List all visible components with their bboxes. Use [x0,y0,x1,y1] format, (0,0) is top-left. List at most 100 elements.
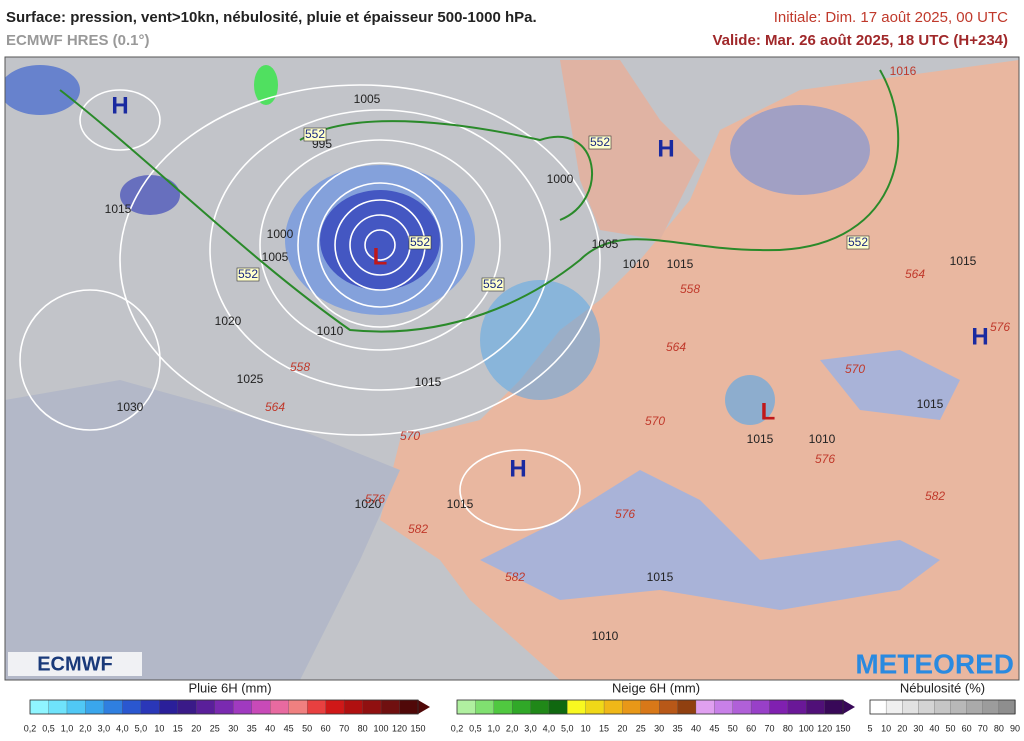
thickness-box [303,127,327,142]
thickness-box [481,277,505,292]
legend-label: 60 [321,723,331,733]
legend-label: 25 [210,723,220,733]
legend-swatch [288,699,308,715]
legend-swatch [325,699,345,715]
legend-label: 60 [962,723,972,733]
legend-swatch [177,699,197,715]
legend-label: 80 [994,723,1004,733]
legend-swatch [380,699,401,715]
thickness-box [846,235,870,250]
thickness-label: 576 [815,452,835,466]
initial-time: Initiale: Dim. 17 août 2025, 00 UTC [774,9,1008,26]
legend-label: 70 [978,723,988,733]
legend-label: 1,0 [488,723,501,733]
map-frame [4,56,1020,681]
pressure-center: H [971,323,988,350]
legend-swatch [103,699,124,715]
legend-swatch [399,699,419,715]
legend-label: 70 [339,723,349,733]
legend-label: 20 [897,723,907,733]
isobar-label: 1015 [105,202,132,216]
logo-ecmwf: ECMWF [8,652,142,676]
legend-label: 70 [764,723,774,733]
legend-label: 10 [154,723,164,733]
legend-swatch [982,699,1000,715]
title: Surface: pression, vent>10kn, nébulosité… [6,9,537,26]
legend-swatch [966,699,984,715]
legend-label: 40 [929,723,939,733]
legend-swatch [567,699,587,715]
legend-label: 0,2 [24,723,37,733]
isobar-label: 1025 [237,372,264,386]
legend-label: 5 [867,723,872,733]
isobar-label: 1015 [747,432,774,446]
thickness-label: 576 [990,320,1010,334]
logo-text: ECMWF [37,653,113,675]
thickness-label: 564 [666,340,686,354]
legend-label: 15 [173,723,183,733]
pressure-center: L [373,243,388,270]
legend-label: 100 [799,723,814,733]
isobar-label: 1010 [592,629,619,643]
thickness-label: 552 [590,135,610,149]
model: ECMWF HRES (0.1°) [6,32,150,49]
valid-time: Valide: Mar. 26 août 2025, 18 UTC (H+234… [712,32,1008,49]
legend-swatch [251,699,271,715]
legend-label: 3,0 [98,723,111,733]
legend-swatch [530,699,550,715]
thickness-label: 582 [505,570,525,584]
legend-swatch [885,699,903,715]
thickness-label: 558 [680,282,700,296]
isobar-label: 1015 [415,375,442,389]
thickness-box [236,267,260,282]
legend-swatch [548,699,568,715]
legend-swatch [732,699,752,715]
thickness-label: 552 [410,235,430,249]
isobar-label: 1005 [592,237,619,251]
legend-swatch [270,699,290,715]
thickness-box [408,235,432,250]
legend-label: 0,2 [451,723,464,733]
pressure-center: H [111,92,128,119]
legend-swatch [824,699,844,715]
legend-swatch [306,699,327,715]
thickness-label: 576 [365,492,385,506]
legend-label: 5,0 [561,723,574,733]
legend-label: 30 [913,723,923,733]
isobar-label: 1005 [262,250,289,264]
legend-swatch [714,699,734,715]
legend-label: 100 [374,723,389,733]
thickness-box [588,135,612,150]
thickness-label: 552 [483,277,503,291]
legend-swatch [677,699,697,715]
legend-arrow [418,700,430,714]
thickness-label: 570 [645,414,665,428]
isobar-label: 1015 [447,497,474,511]
legend-title: Neige 6H (mm) [612,680,700,695]
legend-swatch [603,699,624,715]
pressure-center: L [761,398,776,425]
legend-label: 50 [946,723,956,733]
legend-label: 10 [581,723,591,733]
legend-label: 4,0 [543,723,556,733]
legend-swatch [695,699,715,715]
thickness-label: 558 [290,360,310,374]
legend-swatch [29,699,50,715]
legend-swatch [122,699,142,715]
legend-label: 150 [410,723,425,733]
legend-swatch [622,699,642,715]
legend-frame [869,699,1016,715]
legend-swatch [214,699,234,715]
thickness-label: 552 [305,127,325,141]
legend-label: 1,0 [61,723,74,733]
legend-label: 35 [673,723,683,733]
legend-swatch [769,699,789,715]
isobar-label: 1010 [317,324,344,338]
legend-label: 0,5 [469,723,482,733]
legend-swatch [362,699,382,715]
legend-label: 2,0 [79,723,92,733]
legend-label: 25 [636,723,646,733]
legend-label: 45 [709,723,719,733]
thickness-label: 564 [265,400,285,414]
